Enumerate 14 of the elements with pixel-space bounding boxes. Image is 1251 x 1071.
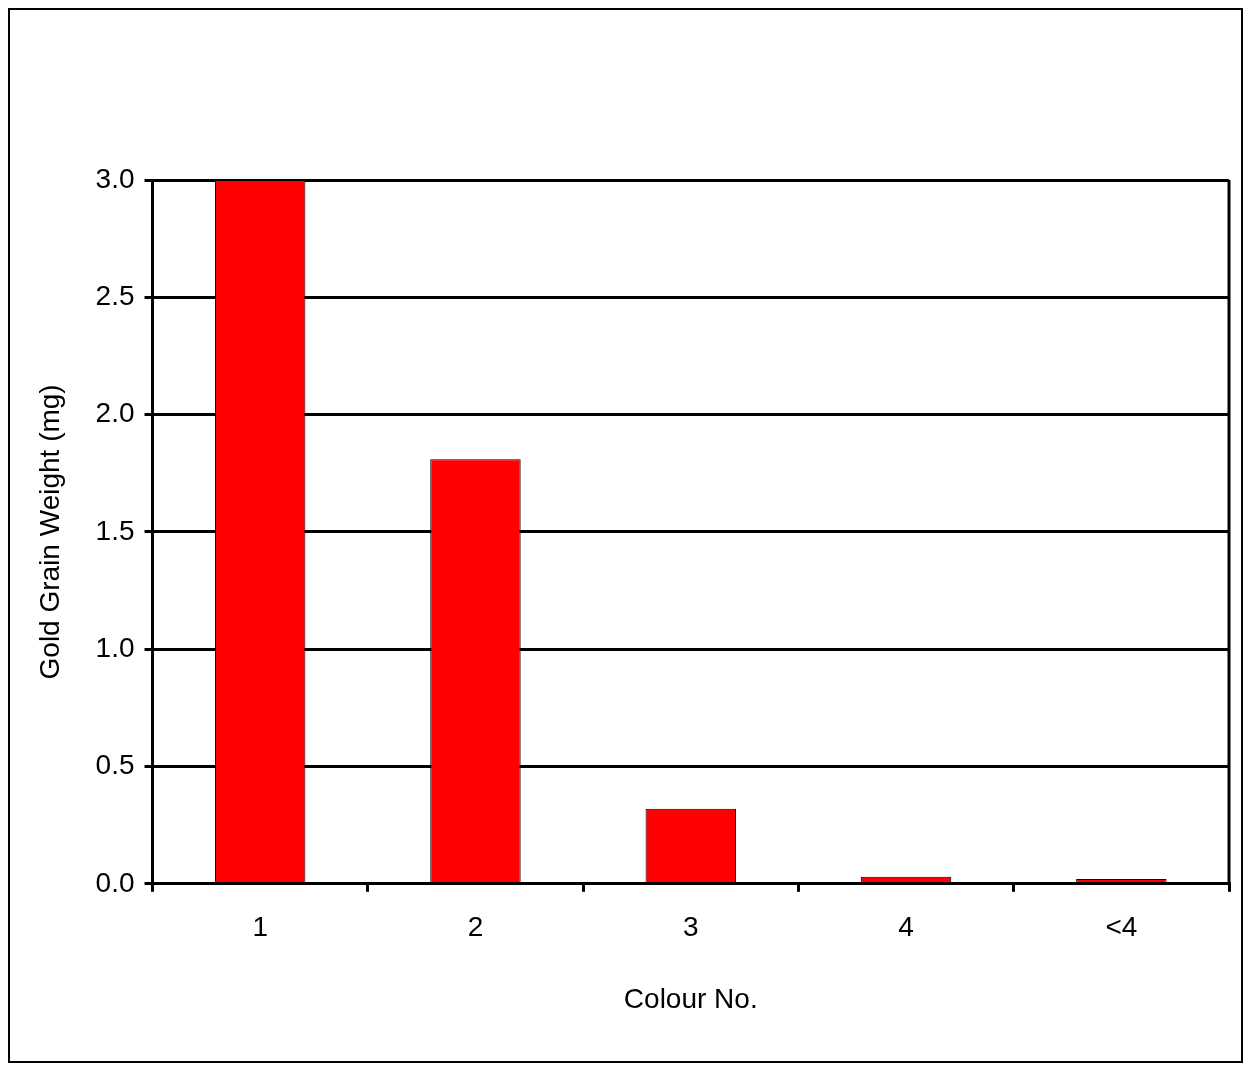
x-tick-label: <4 <box>1105 911 1138 943</box>
y-tick-label: 1.0 <box>95 631 135 663</box>
x-tick-label: 1 <box>252 911 268 943</box>
x-axis-title: Colour No. <box>623 982 758 1014</box>
y-tick-label: 1.5 <box>95 514 135 546</box>
x-tick-label: 3 <box>682 911 699 943</box>
y-tick-label: 2.0 <box>95 397 135 429</box>
y-tick-label: 3.0 <box>95 162 135 194</box>
y-tick-label: 0.0 <box>95 866 135 898</box>
y-tick-label: 2.5 <box>95 280 135 312</box>
y-axis-title: Gold Grain Weight (mg) <box>33 384 65 680</box>
x-tick-label: 2 <box>467 911 484 943</box>
y-tick-label: 0.5 <box>95 749 135 781</box>
x-tick-label: 4 <box>898 911 914 943</box>
